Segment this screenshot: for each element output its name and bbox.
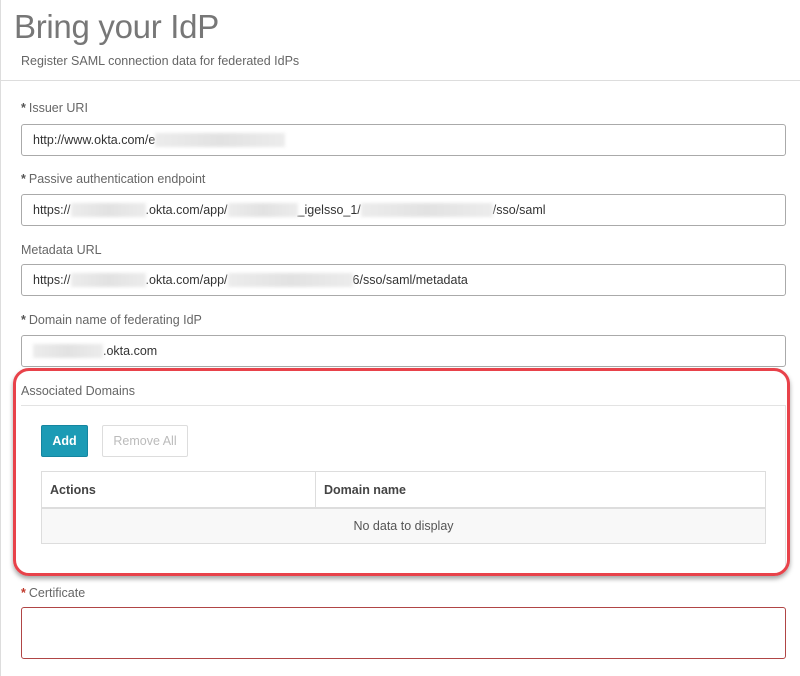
value-text: 6/sso/saml/metadata <box>352 273 468 287</box>
associated-domains-label: Associated Domains <box>21 384 135 398</box>
redacted-text <box>33 344 103 358</box>
passive-auth-input[interactable]: https:// .okta.com/app/ _igelsso_1/ /sso/sa… <box>21 194 786 226</box>
divider <box>1 80 800 81</box>
redacted-text <box>227 203 298 217</box>
value-text: .okta.com/app/ <box>145 203 228 217</box>
value-text: http://www.okta.com/e <box>33 133 156 147</box>
label-text: Certificate <box>28 586 86 600</box>
passive-auth-label: * Passive authentication endpoint <box>21 172 205 186</box>
metadata-url-input[interactable]: https:// .okta.com/app/6/sso/saml/metadat… <box>21 264 786 296</box>
column-header-domain-name[interactable]: Domain name <box>316 472 765 509</box>
label-text: Passive authentication endpoint <box>28 172 206 186</box>
value-text: .okta.com/app/ <box>145 273 228 287</box>
remove-all-button[interactable]: Remove All <box>102 425 188 457</box>
redacted-text <box>227 273 353 287</box>
redacted-text <box>155 133 286 147</box>
associated-domains-panel <box>21 405 786 570</box>
value-text: _igelsso_1/ <box>297 203 361 217</box>
label-text: Domain name of federating IdP <box>28 313 202 327</box>
value-text: https:// <box>33 203 71 217</box>
value-text: .okta.com <box>103 344 158 358</box>
domain-name-input[interactable]: .okta.com <box>21 335 786 367</box>
label-text: Issuer URI <box>28 101 88 115</box>
page-title: Bring your IdP <box>14 8 219 45</box>
certificate-label: * Certificate <box>21 586 85 600</box>
required-marker: * <box>21 101 26 115</box>
value-text: https:// <box>33 273 71 287</box>
redacted-text <box>70 203 146 217</box>
required-marker: * <box>21 313 26 327</box>
page-subtitle: Register SAML connection data for federa… <box>21 54 300 68</box>
required-marker: * <box>21 586 26 600</box>
column-header-actions[interactable]: Actions <box>42 472 316 509</box>
redacted-text <box>360 203 493 217</box>
domain-name-label: * Domain name of federating IdP <box>21 313 202 327</box>
issuer-uri-input[interactable]: http://www.okta.com/e <box>21 124 786 156</box>
certificate-textarea[interactable] <box>21 607 786 659</box>
redacted-text <box>70 273 146 287</box>
issuer-uri-label: * Issuer URI <box>21 101 88 115</box>
add-domain-button[interactable]: Add <box>41 425 88 457</box>
highlight-annotation <box>13 368 790 576</box>
associated-domains-table: Actions Domain name No data to display <box>41 471 766 544</box>
value-text: /sso/saml <box>492 203 546 217</box>
empty-table-message: No data to display <box>42 509 765 543</box>
required-marker: * <box>21 172 26 186</box>
metadata-url-label: Metadata URL <box>21 243 102 257</box>
